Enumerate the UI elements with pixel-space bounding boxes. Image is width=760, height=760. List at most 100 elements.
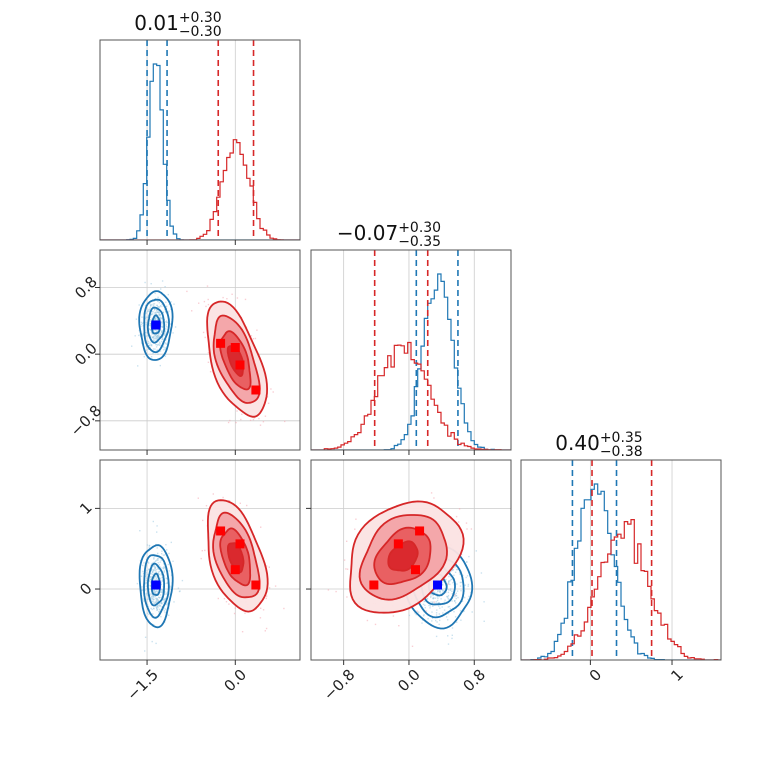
scatter-point	[155, 601, 158, 603]
scatter-point	[429, 607, 431, 609]
scatter-point	[200, 557, 202, 560]
scatter-point	[162, 345, 165, 347]
scatter-point	[459, 573, 461, 575]
scatter-point	[154, 593, 156, 595]
scatter-point	[148, 568, 150, 570]
scatter-point	[446, 595, 448, 598]
scatter-point	[157, 344, 159, 346]
histogram-panel-3	[521, 460, 721, 660]
scatter-point	[241, 631, 244, 633]
histogram-series-2	[100, 139, 300, 240]
scatter-point	[464, 596, 466, 599]
scatter-point	[145, 331, 147, 334]
scatter-point	[156, 608, 158, 610]
panel-title-2: −0.07+0.30	[337, 220, 441, 245]
scatter-point	[167, 581, 169, 584]
y-tick-label: 0.0	[71, 339, 101, 369]
scatter-point	[157, 306, 159, 308]
scatter-point	[151, 304, 153, 306]
scatter-point	[150, 320, 152, 323]
scatter-point	[449, 580, 451, 582]
scatter-point	[442, 584, 444, 586]
scatter-point	[150, 570, 153, 572]
scatter-point	[156, 597, 158, 600]
scatter-point	[156, 525, 158, 527]
scatter-point	[197, 497, 199, 499]
scatter-point	[429, 605, 432, 607]
scatter-point	[149, 584, 151, 587]
scatter-point	[421, 622, 423, 624]
scatter-point	[166, 582, 168, 584]
scatter-point	[168, 614, 170, 616]
scatter-point	[155, 597, 157, 600]
scatter-point	[203, 300, 206, 303]
scatter-point	[252, 338, 255, 340]
scatter-point	[153, 331, 155, 333]
scatter-point	[165, 311, 167, 313]
x-tick-label: −0.8	[320, 666, 358, 704]
scatter-point	[141, 322, 144, 324]
scatter-point	[168, 552, 170, 555]
scatter-point	[150, 304, 152, 306]
scatter-point	[139, 530, 141, 532]
scatter-point	[457, 596, 459, 599]
scatter-point	[151, 640, 153, 643]
scatter-point	[166, 582, 169, 585]
scatter-point	[152, 570, 154, 573]
scatter-point	[414, 612, 416, 614]
scatter-point	[148, 345, 150, 347]
red-marker	[216, 526, 226, 536]
scatter-point	[152, 589, 155, 592]
scatter-point	[160, 602, 162, 604]
scatter-point	[274, 585, 277, 587]
panel-title-minus-3: −0.38	[600, 444, 643, 460]
red-marker	[230, 565, 240, 575]
scatter-point	[159, 305, 162, 307]
scatter-point	[141, 342, 143, 345]
scatter-point	[225, 601, 228, 603]
scatter-point	[153, 309, 156, 311]
scatter-point	[169, 585, 171, 587]
histogram-series-1	[311, 273, 511, 450]
scatter-point	[159, 350, 162, 352]
scatter-point	[441, 588, 443, 591]
scatter-point	[149, 328, 151, 331]
red-marker	[410, 565, 420, 575]
scatter-point	[471, 611, 473, 613]
scatter-point	[177, 587, 180, 589]
scatter-point	[156, 335, 158, 338]
scatter-point	[186, 290, 188, 293]
scatter-point	[408, 614, 411, 617]
histogram-series-2	[521, 519, 721, 660]
scatter-point	[160, 321, 162, 323]
scatter-point	[164, 347, 166, 349]
scatter-point	[262, 421, 265, 423]
scatter-point	[164, 321, 167, 323]
scatter-point	[146, 574, 148, 576]
scatter-point	[229, 419, 231, 422]
x-tick-label: −1.5	[123, 666, 161, 704]
scatter-point	[173, 303, 175, 305]
scatter-point	[148, 562, 150, 564]
scatter-point	[166, 320, 168, 322]
scatter-point	[158, 302, 161, 304]
scatter-point	[154, 335, 157, 337]
panel-title-minus-2: −0.35	[398, 234, 441, 250]
contour-series-2	[227, 542, 245, 574]
scatter-point	[152, 595, 154, 597]
scatter-point	[156, 547, 158, 549]
scatter-point	[161, 580, 163, 582]
scatter-point	[455, 515, 458, 518]
scatter-point	[235, 421, 237, 424]
scatter-point	[145, 346, 148, 348]
scatter-point	[164, 348, 166, 350]
scatter-point	[460, 619, 462, 621]
scatter-point	[265, 627, 268, 630]
scatter-point	[149, 342, 151, 344]
scatter-point	[164, 611, 166, 614]
scatter-point	[161, 330, 163, 332]
scatter-point	[160, 572, 163, 575]
scatter-point	[162, 335, 164, 338]
scatter-point	[150, 593, 152, 595]
